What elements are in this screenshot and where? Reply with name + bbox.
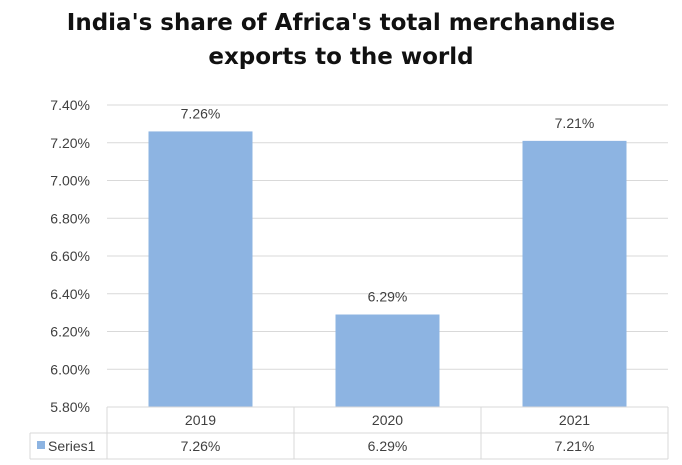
- legend-key: [37, 441, 45, 449]
- y-tick-label: 6.40%: [50, 286, 90, 302]
- x-category-label: 2021: [559, 412, 590, 428]
- x-category-label: 2020: [372, 412, 403, 428]
- y-tick-label: 6.20%: [50, 324, 90, 340]
- chart-title-line-2: exports to the world: [208, 44, 474, 70]
- data-label: 6.29%: [368, 289, 408, 305]
- y-tick-label: 6.80%: [50, 210, 90, 226]
- data-label: 7.21%: [555, 115, 595, 131]
- data-label: 7.26%: [181, 105, 221, 121]
- y-tick-label: 7.20%: [50, 135, 90, 151]
- table-value: 7.26%: [181, 438, 221, 454]
- table-value: 7.21%: [555, 438, 595, 454]
- x-category-label: 2019: [185, 412, 216, 428]
- chart-title: India's share of Africa's total merchand…: [0, 6, 682, 74]
- bar: [335, 314, 440, 407]
- y-tick-label: 7.40%: [50, 97, 90, 113]
- table-value: 6.29%: [368, 438, 408, 454]
- y-tick-label: 5.80%: [50, 399, 90, 415]
- bar: [522, 140, 627, 408]
- chart-title-line-1: India's share of Africa's total merchand…: [66, 10, 616, 36]
- legend-series-name: Series1: [48, 438, 96, 454]
- y-tick-label: 6.00%: [50, 361, 90, 377]
- y-tick-label: 6.60%: [50, 248, 90, 264]
- y-tick-label: 7.00%: [50, 173, 90, 189]
- bar: [148, 131, 253, 408]
